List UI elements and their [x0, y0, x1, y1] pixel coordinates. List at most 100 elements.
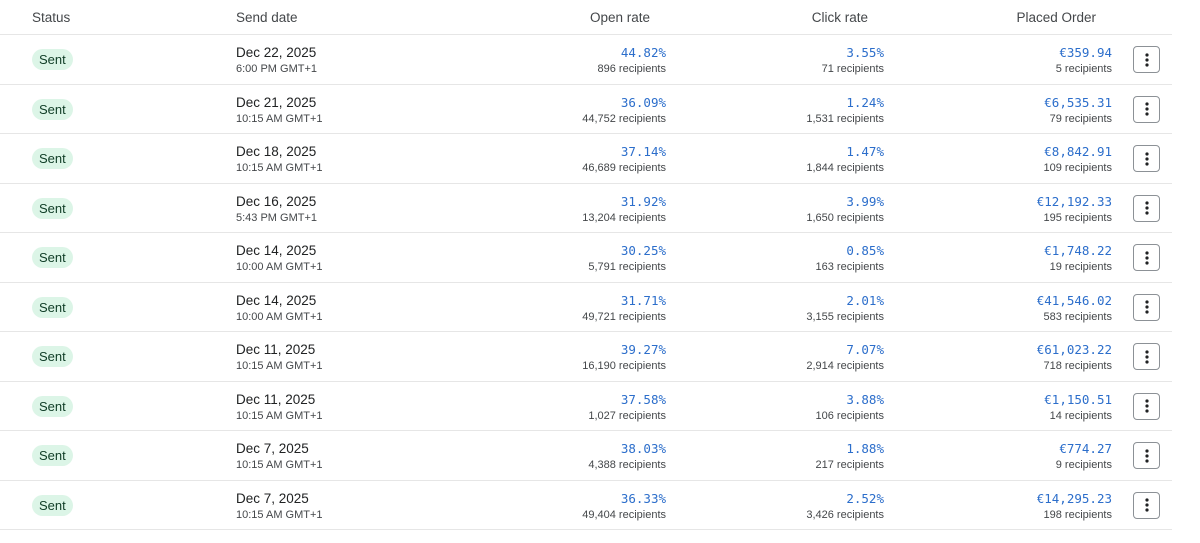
click-rate-recipients: 1,650 recipients [806, 211, 884, 224]
click-rate-cell: 2.52% 3,426 recipients [806, 491, 884, 522]
open-rate-value[interactable]: 36.33% [620, 490, 666, 506]
click-rate-recipients: 71 recipients [821, 63, 884, 75]
status-badge: Sent [32, 494, 73, 516]
click-rate-value[interactable]: 7.07% [846, 342, 884, 357]
status-badge: Sent [32, 395, 73, 417]
send-date: Dec 11, 2025 [236, 391, 316, 407]
click-rate-value[interactable]: 1.88% [846, 441, 884, 456]
more-vertical-icon [1144, 300, 1149, 314]
placed-order-value[interactable]: €8,842.91 [1044, 144, 1112, 159]
placed-order-value[interactable]: €1,150.51 [1044, 391, 1112, 407]
send-time: 10:15 AM GMT+1 [236, 162, 323, 174]
click-rate-value[interactable]: 1.24% [846, 94, 884, 110]
placed-order-cell: €8,842.91 109 recipients [1044, 144, 1113, 175]
send-date: Dec 7, 2025 [236, 441, 309, 456]
open-rate-cell: 36.33% 49,404 recipients [582, 491, 666, 522]
placed-order-recipients: 583 recipients [1043, 310, 1113, 323]
table-row[interactable]: Sent Dec 21, 2025 10:15 AM GMT+1 36.09% … [0, 85, 1172, 134]
send-time: 10:15 AM GMT+1 [236, 360, 323, 372]
open-rate-recipients: 5,791 recipients [588, 261, 666, 273]
table-row[interactable]: Sent Dec 11, 2025 10:15 AM GMT+1 37.58% … [0, 382, 1172, 431]
open-rate-value[interactable]: 36.09% [620, 94, 666, 110]
send-time: 10:15 AM GMT+1 [236, 409, 323, 422]
send-date-cell: Dec 14, 2025 10:00 AM GMT+1 [236, 293, 323, 324]
click-rate-cell: 2.01% 3,155 recipients [806, 293, 884, 324]
placed-order-cell: €1,748.22 19 recipients [1044, 243, 1112, 274]
table-body: Sent Dec 22, 2025 6:00 PM GMT+1 44.82% 8… [0, 35, 1172, 530]
open-rate-value[interactable]: 31.92% [620, 193, 666, 209]
placed-order-value[interactable]: €1,748.22 [1044, 243, 1112, 258]
row-actions-button[interactable] [1133, 442, 1160, 469]
table-row[interactable]: Sent Dec 16, 2025 5:43 PM GMT+1 31.92% 1… [0, 184, 1172, 233]
row-actions-button[interactable] [1133, 343, 1160, 370]
click-rate-value[interactable]: 2.01% [846, 292, 884, 308]
click-rate-value[interactable]: 3.99% [846, 193, 884, 209]
click-rate-value[interactable]: 2.52% [846, 490, 884, 506]
row-actions-button[interactable] [1133, 392, 1160, 420]
send-date-cell: Dec 21, 2025 10:15 AM GMT+1 [236, 95, 323, 126]
column-header-click-rate[interactable]: Click rate [811, 10, 868, 25]
open-rate-recipients: 49,721 recipients [582, 310, 666, 323]
open-rate-recipients: 44,752 recipients [582, 112, 666, 125]
placed-order-recipients: 19 recipients [1049, 261, 1112, 273]
send-time: 5:43 PM GMT+1 [236, 211, 318, 224]
table-row[interactable]: Sent Dec 18, 2025 10:15 AM GMT+1 37.14% … [0, 134, 1172, 184]
row-actions-button[interactable] [1133, 95, 1160, 123]
open-rate-value[interactable]: 37.14% [620, 144, 666, 159]
open-rate-value[interactable]: 44.82% [620, 45, 666, 60]
campaign-results-table: Status Send date Open rate Click rate Pl… [0, 0, 1172, 530]
placed-order-value[interactable]: €61,023.22 [1036, 342, 1112, 357]
placed-order-value[interactable]: €359.94 [1059, 45, 1112, 60]
placed-order-value[interactable]: €6,535.31 [1044, 94, 1112, 110]
click-rate-value[interactable]: 3.88% [846, 391, 884, 407]
placed-order-value[interactable]: €14,295.23 [1036, 490, 1112, 506]
placed-order-value[interactable]: €41,546.02 [1036, 292, 1112, 308]
placed-order-cell: €61,023.22 718 recipients [1037, 342, 1112, 373]
table-row[interactable]: Sent Dec 7, 2025 10:15 AM GMT+1 38.03% 4… [0, 431, 1172, 481]
click-rate-recipients: 1,531 recipients [806, 112, 884, 125]
open-rate-value[interactable]: 30.25% [620, 243, 666, 258]
click-rate-value[interactable]: 0.85% [846, 243, 884, 258]
row-actions-button[interactable] [1133, 145, 1160, 172]
status-badge: Sent [32, 148, 73, 169]
column-header-send-date[interactable]: Send date [236, 10, 298, 25]
column-header-placed-order[interactable]: Placed Order [1016, 10, 1096, 25]
open-rate-value[interactable]: 31.71% [620, 292, 666, 308]
placed-order-value[interactable]: €774.27 [1059, 441, 1112, 456]
open-rate-value[interactable]: 39.27% [620, 342, 666, 357]
placed-order-cell: €774.27 9 recipients [1056, 441, 1112, 472]
send-date-cell: Dec 11, 2025 10:15 AM GMT+1 [236, 392, 323, 423]
row-actions-button[interactable] [1133, 244, 1160, 271]
send-date: Dec 11, 2025 [236, 342, 316, 357]
more-vertical-icon [1144, 448, 1149, 463]
table-header: Status Send date Open rate Click rate Pl… [0, 0, 1172, 35]
click-rate-cell: 3.99% 1,650 recipients [806, 194, 884, 225]
table-row[interactable]: Sent Dec 14, 2025 10:00 AM GMT+1 31.71% … [0, 283, 1172, 332]
row-actions-button[interactable] [1133, 293, 1160, 321]
send-time: 10:00 AM GMT+1 [236, 310, 323, 323]
row-actions-button[interactable] [1133, 46, 1160, 73]
table-row[interactable]: Sent Dec 11, 2025 10:15 AM GMT+1 39.27% … [0, 332, 1172, 382]
placed-order-value[interactable]: €12,192.33 [1036, 193, 1112, 209]
open-rate-value[interactable]: 37.58% [620, 391, 666, 407]
click-rate-recipients: 106 recipients [815, 409, 885, 422]
open-rate-recipients: 46,689 recipients [582, 162, 666, 174]
table-row[interactable]: Sent Dec 14, 2025 10:00 AM GMT+1 30.25% … [0, 233, 1172, 283]
placed-order-cell: €1,150.51 14 recipients [1044, 392, 1112, 423]
send-date-cell: Dec 18, 2025 10:15 AM GMT+1 [236, 144, 323, 175]
click-rate-value[interactable]: 3.55% [846, 45, 884, 60]
column-header-open-rate[interactable]: Open rate [589, 10, 650, 25]
more-vertical-icon [1144, 52, 1149, 67]
column-header-status[interactable]: Status [32, 10, 71, 25]
open-rate-value[interactable]: 38.03% [620, 441, 666, 456]
placed-order-cell: €41,546.02 583 recipients [1037, 293, 1112, 324]
table-row[interactable]: Sent Dec 22, 2025 6:00 PM GMT+1 44.82% 8… [0, 35, 1172, 85]
row-actions-button[interactable] [1133, 194, 1160, 222]
open-rate-cell: 37.14% 46,689 recipients [582, 144, 666, 175]
open-rate-cell: 37.58% 1,027 recipients [588, 392, 666, 423]
send-date-cell: Dec 16, 2025 5:43 PM GMT+1 [236, 194, 317, 225]
table-row[interactable]: Sent Dec 7, 2025 10:15 AM GMT+1 36.33% 4… [0, 481, 1172, 530]
placed-order-recipients: 718 recipients [1043, 360, 1113, 372]
click-rate-value[interactable]: 1.47% [846, 144, 884, 159]
row-actions-button[interactable] [1133, 491, 1160, 519]
